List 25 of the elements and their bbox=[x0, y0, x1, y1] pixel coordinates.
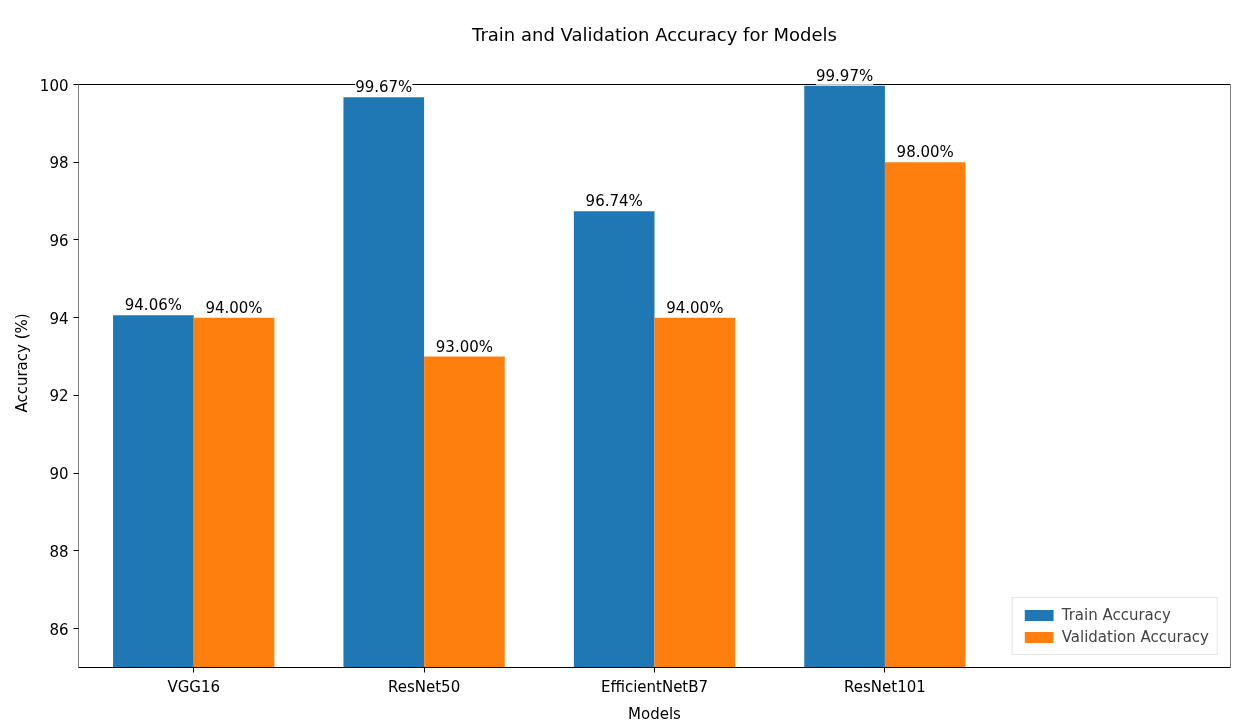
data-label: 99.97% bbox=[815, 66, 874, 85]
y-tick-label: 90 bbox=[49, 465, 69, 484]
y-tick-label: 96 bbox=[49, 231, 69, 250]
y-tick-label: 100 bbox=[39, 76, 69, 95]
x-tick-label: ResNet50 bbox=[388, 677, 461, 696]
x-tick-label: EfficientNetB7 bbox=[600, 677, 709, 696]
y-tick-label: 94 bbox=[49, 309, 69, 328]
data-label: 96.74% bbox=[585, 192, 643, 211]
y-tick-label: 86 bbox=[49, 620, 69, 639]
legend-label: Train Accuracy bbox=[1061, 606, 1171, 624]
legend-label: Validation Accuracy bbox=[1061, 628, 1209, 646]
data-label: 94.06% bbox=[124, 296, 182, 315]
y-tick-label: 92 bbox=[49, 387, 69, 406]
y-axis-title: Accuracy (%) bbox=[12, 313, 31, 413]
data-label: 93.00% bbox=[435, 337, 494, 356]
chart-title: Train and Validation Accuracy for Models bbox=[471, 23, 837, 45]
data-label: 98.00% bbox=[896, 143, 954, 162]
x-tick-label: ResNet101 bbox=[844, 677, 926, 696]
data-label: 99.67% bbox=[355, 78, 413, 97]
y-tick-label: 98 bbox=[49, 154, 69, 173]
x-tick-label: VGG16 bbox=[167, 677, 221, 696]
y-tick-label: 88 bbox=[49, 542, 69, 561]
data-label: 94.00% bbox=[666, 298, 724, 317]
x-axis-title: Models bbox=[628, 704, 682, 723]
data-label: 94.00% bbox=[205, 298, 263, 317]
